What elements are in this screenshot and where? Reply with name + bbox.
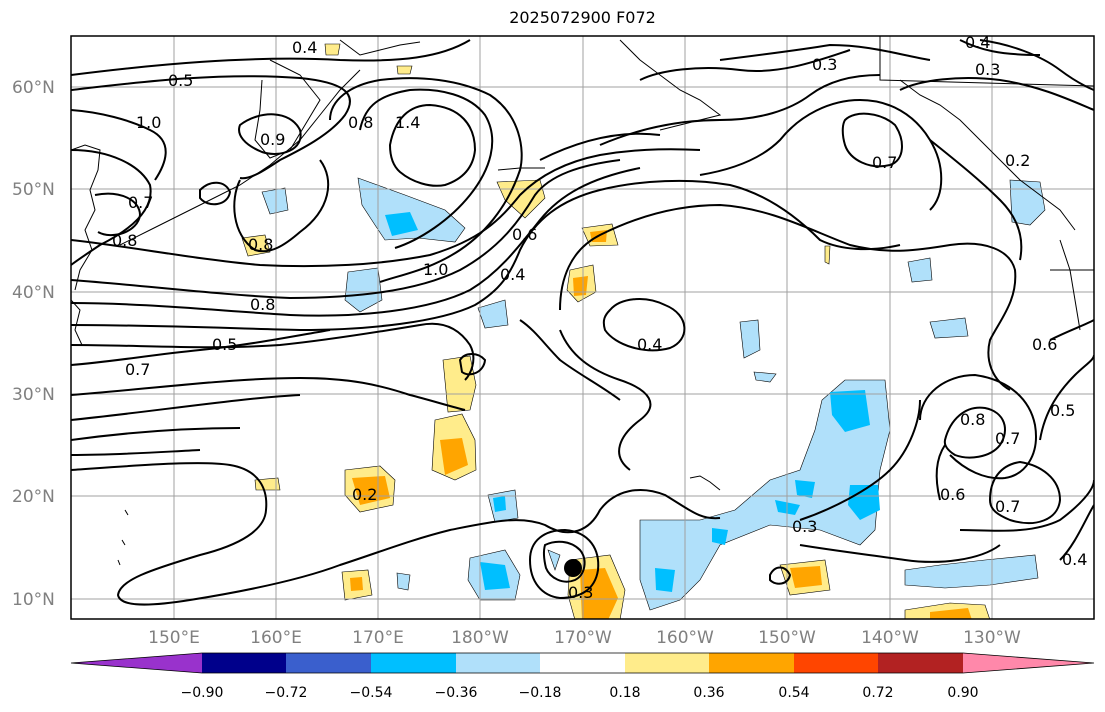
contour-label: 0.8 [250,295,275,314]
colorbar-tick-label: −0.36 [435,685,478,701]
lon-label: 170°W [554,628,612,648]
contour-label: 0.7 [125,360,150,379]
lat-label: 30°N [12,385,55,405]
colorbar-segment [709,653,794,673]
contour-label: 0.7 [128,193,153,212]
map-title: 2025072900 F072 [509,8,656,27]
colorbar-segment [540,653,625,673]
colorbar-segment [625,653,709,673]
contour-label: 0.4 [500,265,525,284]
contour-label: 0.4 [965,33,990,52]
lat-label: 40°N [12,283,55,303]
contour-label: 0.3 [812,55,837,74]
colorbar-segment [456,653,540,673]
lat-label: 60°N [12,78,55,98]
colorbar-tick-label: 0.54 [778,685,809,701]
contour-label: 0.4 [292,38,317,57]
colorbar-tick-label: 0.18 [609,685,640,701]
colorbar-tick-label: −0.90 [181,685,224,701]
contour-label: 0.6 [940,485,965,504]
contour-label: 0.7 [995,497,1020,516]
lon-label: 180°W [451,628,509,648]
contour-label: 0.3 [568,583,593,602]
contour-label: 0.6 [512,225,537,244]
contour-label: 0.4 [637,335,662,354]
contour-label: 0.8 [348,113,373,132]
colorbar-outline [70,652,1095,674]
contour-label: 0.8 [248,235,273,254]
contour-label: 0.5 [168,71,193,90]
cyclone-center-marker [564,559,582,577]
contour-label: 0.9 [260,130,285,149]
lon-label: 130°W [963,628,1021,648]
colorbar-segment [794,653,878,673]
colorbar-segment [202,653,286,673]
lon-label: 150°W [758,628,816,648]
contour-label: 1.4 [395,113,420,132]
colorbar-ticks: −0.90 −0.72 −0.54 −0.36 −0.18 0.18 0.36 … [181,685,979,701]
colorbar-segment [878,653,963,673]
colorbar-segment [371,653,456,673]
lat-label: 20°N [12,487,55,507]
map-frame [70,35,1095,620]
lat-label: 10°N [12,590,55,610]
shading-negative [261,177,1046,611]
colorbar-tick-label: 0.36 [693,685,724,701]
contour-label: 0.3 [975,60,1000,79]
shading-strong-positive [350,230,972,619]
lon-label: 160°E [250,628,302,648]
contour-label: 1.0 [136,113,161,132]
contour-label-group: 0.4 0.5 1.0 0.7 0.8 0.9 0.8 1.4 0.8 0.6 … [112,33,1087,602]
colorbar-tick-label: −0.54 [350,685,393,701]
contour-label: 0.3 [792,517,817,536]
colorbar-tick-label: 0.90 [947,685,978,701]
contour-label: 0.2 [1005,151,1030,170]
contour-label: 0.5 [212,335,237,354]
contour-label: 0.5 [1050,401,1075,420]
contour-label: 0.4 [1062,550,1087,569]
colorbar [70,652,1095,674]
contour-label: 0.8 [960,410,985,429]
lat-label: 50°N [12,180,55,200]
contour-label: 1.0 [423,260,448,279]
colorbar-segment [963,653,1094,673]
lon-label: 170°E [352,628,404,648]
colorbar-segment [286,653,371,673]
gridlines [71,36,1094,619]
latitude-labels: 60°N 50°N 40°N 30°N 20°N 10°N [12,78,55,610]
lon-label: 150°E [148,628,200,648]
contour-label: 0.2 [352,485,377,504]
lon-label: 160°W [656,628,714,648]
colorbar-tick-label: −0.18 [519,685,562,701]
longitude-labels: 150°E 160°E 170°E 180°W 170°W 160°W 150°… [148,628,1021,648]
contour-label: 0.7 [872,153,897,172]
contour-label: 0.6 [1032,335,1057,354]
contour-label: 0.8 [112,231,137,250]
contour-label: 0.7 [995,429,1020,448]
colorbar-tick-label: 0.72 [862,685,893,701]
colorbar-segment [71,653,202,673]
contour-lines [71,39,1094,606]
lon-label: 140°W [861,628,919,648]
colorbar-tick-label: −0.72 [265,685,308,701]
